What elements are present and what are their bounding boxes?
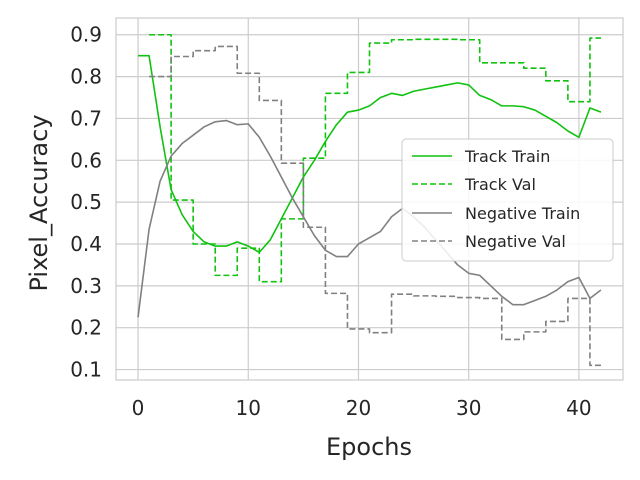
x-tick-label: 20 xyxy=(346,396,371,420)
y-axis-title: Pixel_Accuracy xyxy=(25,114,53,291)
y-tick-label: 0.2 xyxy=(70,316,102,340)
x-tick-label: 10 xyxy=(236,396,261,420)
x-tick-labels: 0 10 20 30 40 xyxy=(132,396,592,420)
y-tick-label: 0.5 xyxy=(70,190,102,214)
y-tick-label: 0.9 xyxy=(70,23,102,47)
y-tick-label: 0.3 xyxy=(70,274,102,298)
y-tick-label: 0.1 xyxy=(70,358,102,382)
series-line-negative-val xyxy=(149,45,601,367)
y-tick-label: 0.8 xyxy=(70,65,102,89)
y-tick-label: 0.7 xyxy=(70,106,102,130)
plot-frame xyxy=(115,17,624,381)
series-line-track-val xyxy=(149,33,601,283)
legend-label-negative-val: Negative Val xyxy=(465,232,566,251)
y-tick-label: 0.6 xyxy=(70,148,102,172)
x-tick-label: 30 xyxy=(456,396,481,420)
series-line-track-train xyxy=(138,54,602,254)
series-layer xyxy=(137,33,602,367)
legend-label-negative-train: Negative Train xyxy=(465,204,580,223)
series-line-negative-train xyxy=(137,119,602,318)
x-axis-title: Epochs xyxy=(326,433,412,461)
x-tick-label: 40 xyxy=(566,396,591,420)
legend-box xyxy=(401,138,614,262)
y-tick-labels: 0.1 0.2 0.3 0.4 0.5 0.6 0.7 0.8 0.9 xyxy=(70,23,102,382)
legend: Track Train Track Val Negative Train Neg… xyxy=(401,138,614,262)
y-tick-label: 0.4 xyxy=(70,232,102,256)
x-tick-label: 0 xyxy=(132,396,145,420)
legend-label-track-val: Track Val xyxy=(464,175,536,194)
legend-label-track-train: Track Train xyxy=(464,147,550,166)
